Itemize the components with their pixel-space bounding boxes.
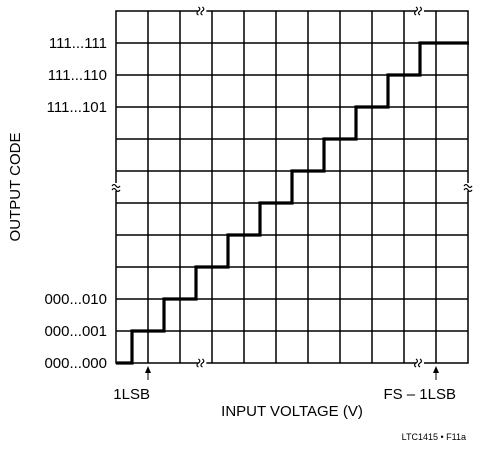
y-tick-labels: 000...000 000...001 000...010 111...101 111.… [44,35,107,372]
staircase-series-line [116,41,469,365]
y-tick-label-bottom: 000...000 [44,355,107,372]
axis-break-bottom-left [196,358,207,368]
y-tick-label-bottom: 000...010 [44,291,107,308]
annotation-arrow-head [433,366,439,373]
axis-break-marks [111,6,473,368]
axis-break-top-left [196,6,207,16]
axis-break-right [463,183,473,193]
figure-footnote: LTC1415 • F11a [402,432,466,442]
chart-grid [116,11,468,363]
y-axis-label: OUTPUT CODE [7,133,24,242]
x-annotation-fs-minus-1lsb: FS – 1LSB [383,386,456,403]
x-axis-label: INPUT VOLTAGE (V) [221,403,363,420]
x-annotation-1lsb: 1LSB [113,386,150,403]
y-tick-label-top: 111...101 [47,99,107,116]
axis-break-left [111,183,121,193]
annotation-arrow-head [145,366,151,373]
axis-break-bottom-right [413,358,424,368]
axis-break-top-right [413,6,424,16]
x-annotations: 1LSB FS – 1LSB [113,366,456,403]
y-tick-label-bottom: 000...001 [44,323,107,340]
y-tick-label-top: 111...111 [49,35,107,52]
y-tick-label-top: 111...110 [48,67,107,84]
